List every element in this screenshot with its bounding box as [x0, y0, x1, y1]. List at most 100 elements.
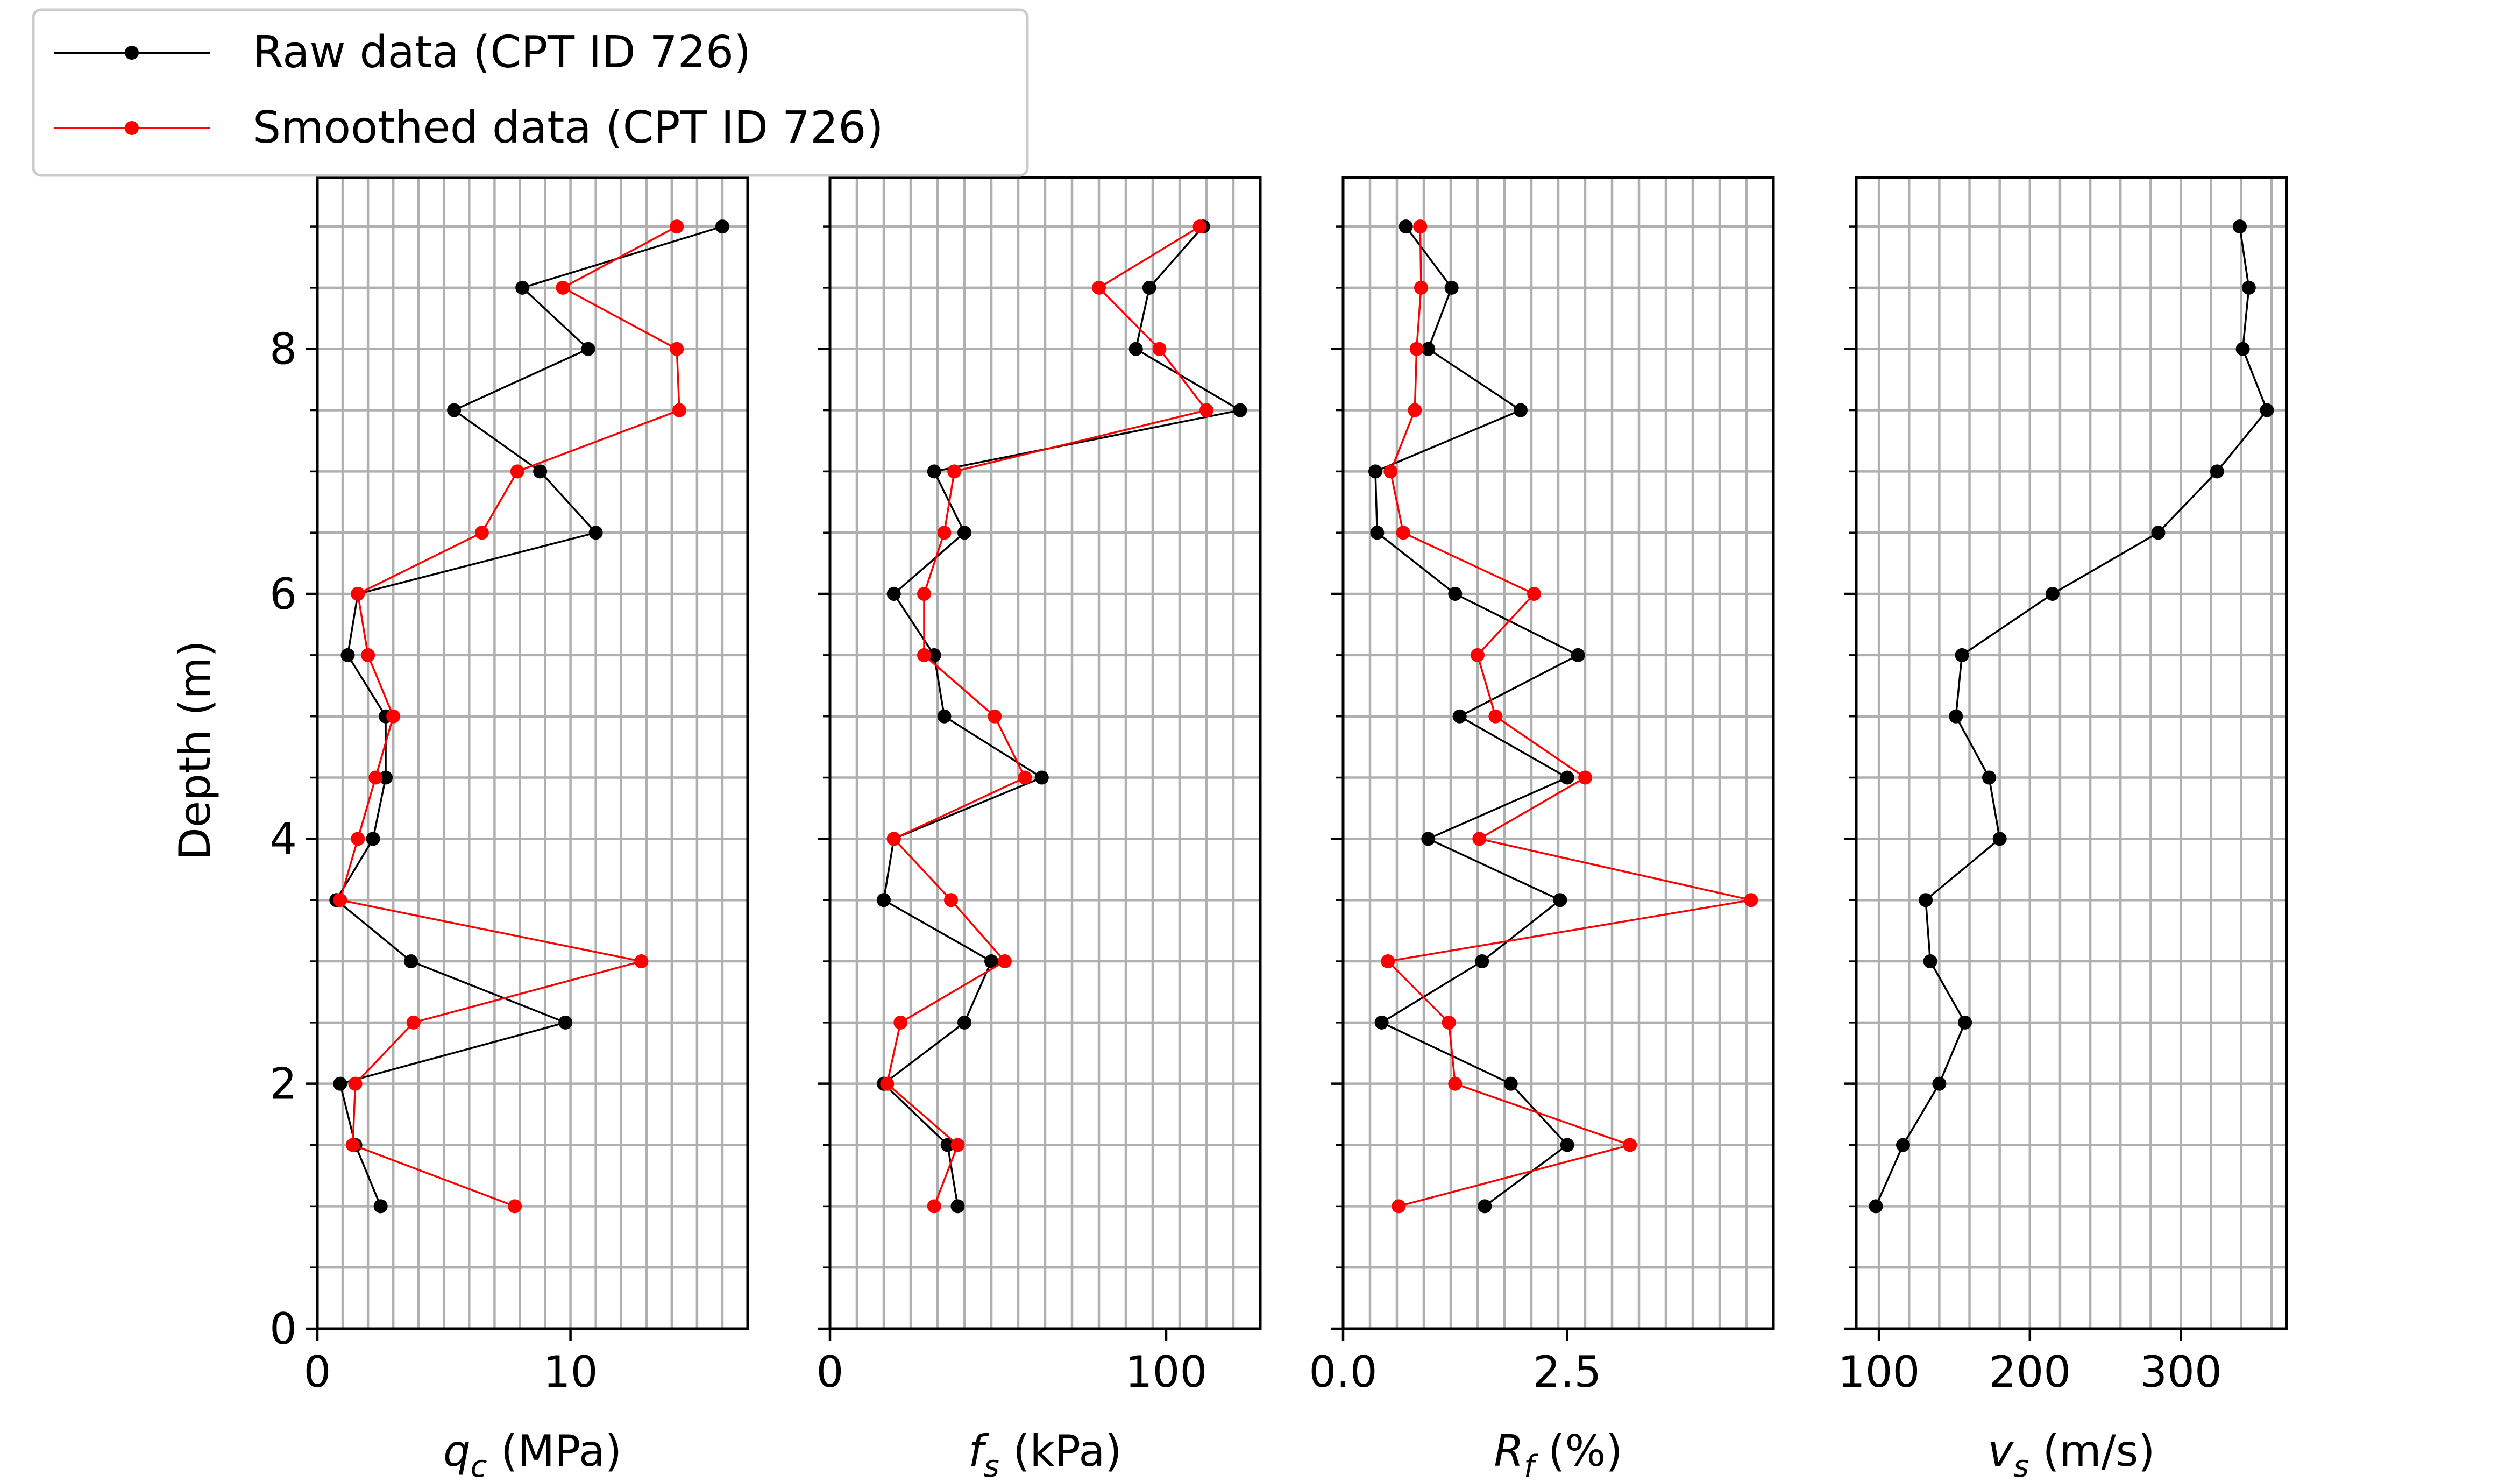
data-point: [1409, 342, 1424, 356]
data-point: [361, 648, 375, 662]
data-point: [366, 832, 380, 846]
data-point: [333, 1076, 347, 1091]
data-point: [2241, 280, 2256, 295]
data-point: [1923, 954, 1937, 969]
data-point: [1949, 709, 1963, 724]
data-point: [950, 1199, 965, 1214]
data-point: [373, 1199, 388, 1214]
data-point: [670, 342, 684, 356]
data-point: [1514, 403, 1528, 417]
data-point: [515, 280, 530, 295]
x-tick-label: 300: [2140, 1347, 2222, 1397]
data-point: [340, 648, 355, 662]
x-axis-label: vs (m/s): [1988, 1426, 2155, 1482]
data-point: [1192, 219, 1207, 234]
data-point: [1368, 464, 1382, 479]
data-point: [1018, 770, 1032, 785]
data-point: [447, 403, 462, 417]
x-tick-label: 100: [1125, 1347, 1208, 1397]
data-point: [1128, 342, 1143, 356]
data-point: [880, 1076, 895, 1091]
data-point: [2045, 587, 2060, 601]
panel-qc: 0 2 4 6 8 0 10 qc (MPa): [269, 176, 749, 1482]
data-point: [917, 587, 931, 601]
data-point: [927, 464, 941, 479]
data-point: [368, 770, 383, 785]
x-tick-label: 200: [1989, 1347, 2071, 1397]
data-point: [1092, 280, 1106, 295]
data-point: [2232, 219, 2247, 234]
data-point: [1560, 1138, 1574, 1152]
data-point: [558, 1015, 573, 1030]
data-point: [1623, 1138, 1637, 1152]
data-point: [672, 403, 686, 417]
data-point: [1452, 709, 1467, 724]
data-point: [1413, 219, 1428, 234]
data-point: [2235, 342, 2250, 356]
legend-raw-marker: [125, 46, 139, 60]
data-point: [1392, 1199, 1406, 1214]
data-point: [893, 1015, 908, 1030]
data-point: [510, 464, 524, 479]
data-point: [581, 342, 595, 356]
data-point: [944, 893, 958, 907]
x-axis-label: qc (MPa): [443, 1426, 622, 1482]
data-point: [937, 526, 952, 540]
axes-frame: [1341, 176, 1775, 1330]
x-tick-label: 100: [1838, 1347, 1920, 1397]
series-smoothed: [880, 219, 1213, 1214]
data-point: [1421, 832, 1436, 846]
x-tick-label: 0.0: [1309, 1347, 1377, 1397]
data-point: [1399, 219, 1413, 234]
data-point: [947, 464, 962, 479]
data-point: [1560, 770, 1574, 785]
data-point: [2151, 526, 2166, 540]
data-point: [988, 709, 1002, 724]
data-point: [950, 1138, 965, 1152]
data-point: [1444, 280, 1459, 295]
y-tick-label: 6: [269, 569, 297, 619]
data-point: [927, 1199, 941, 1214]
data-point: [1982, 770, 1997, 785]
data-point: [998, 954, 1012, 969]
panel-vs: 100 200 300 vs (m/s): [1838, 176, 2288, 1482]
data-point: [406, 1015, 421, 1030]
data-point: [1578, 770, 1592, 785]
series-raw: [1368, 219, 1585, 1214]
data-point: [1396, 526, 1410, 540]
data-point: [345, 1138, 360, 1152]
data-point: [927, 648, 941, 662]
data-point: [1152, 342, 1167, 356]
data-point: [886, 832, 901, 846]
data-point: [333, 893, 347, 907]
data-point: [1896, 1138, 1911, 1152]
axes-frame: [316, 176, 749, 1330]
data-point: [1414, 280, 1428, 295]
data-point: [2210, 464, 2224, 479]
data-point: [1478, 1199, 1492, 1214]
x-axis-label: Rf (%): [1494, 1426, 1622, 1482]
data-point: [1370, 526, 1385, 540]
y-tick-label: 0: [269, 1304, 297, 1354]
data-point: [1442, 1015, 1456, 1030]
data-point: [1381, 954, 1395, 969]
data-point: [1744, 893, 1758, 907]
data-point: [1233, 403, 1247, 417]
data-point: [984, 954, 998, 969]
data-point: [1034, 770, 1049, 785]
data-point: [474, 526, 489, 540]
data-point: [1958, 1015, 1972, 1030]
data-point: [917, 648, 931, 662]
axes-frame: [1855, 176, 2288, 1330]
data-point: [386, 709, 401, 724]
data-point: [715, 219, 729, 234]
data-point: [877, 893, 891, 907]
data-point: [2260, 403, 2274, 417]
data-point: [1919, 893, 1933, 907]
data-point: [634, 954, 649, 969]
y-tick-label: 4: [269, 814, 297, 864]
series-raw: [877, 219, 1247, 1214]
x-tick-label: 2.5: [1533, 1347, 1601, 1397]
data-point: [348, 1076, 363, 1091]
